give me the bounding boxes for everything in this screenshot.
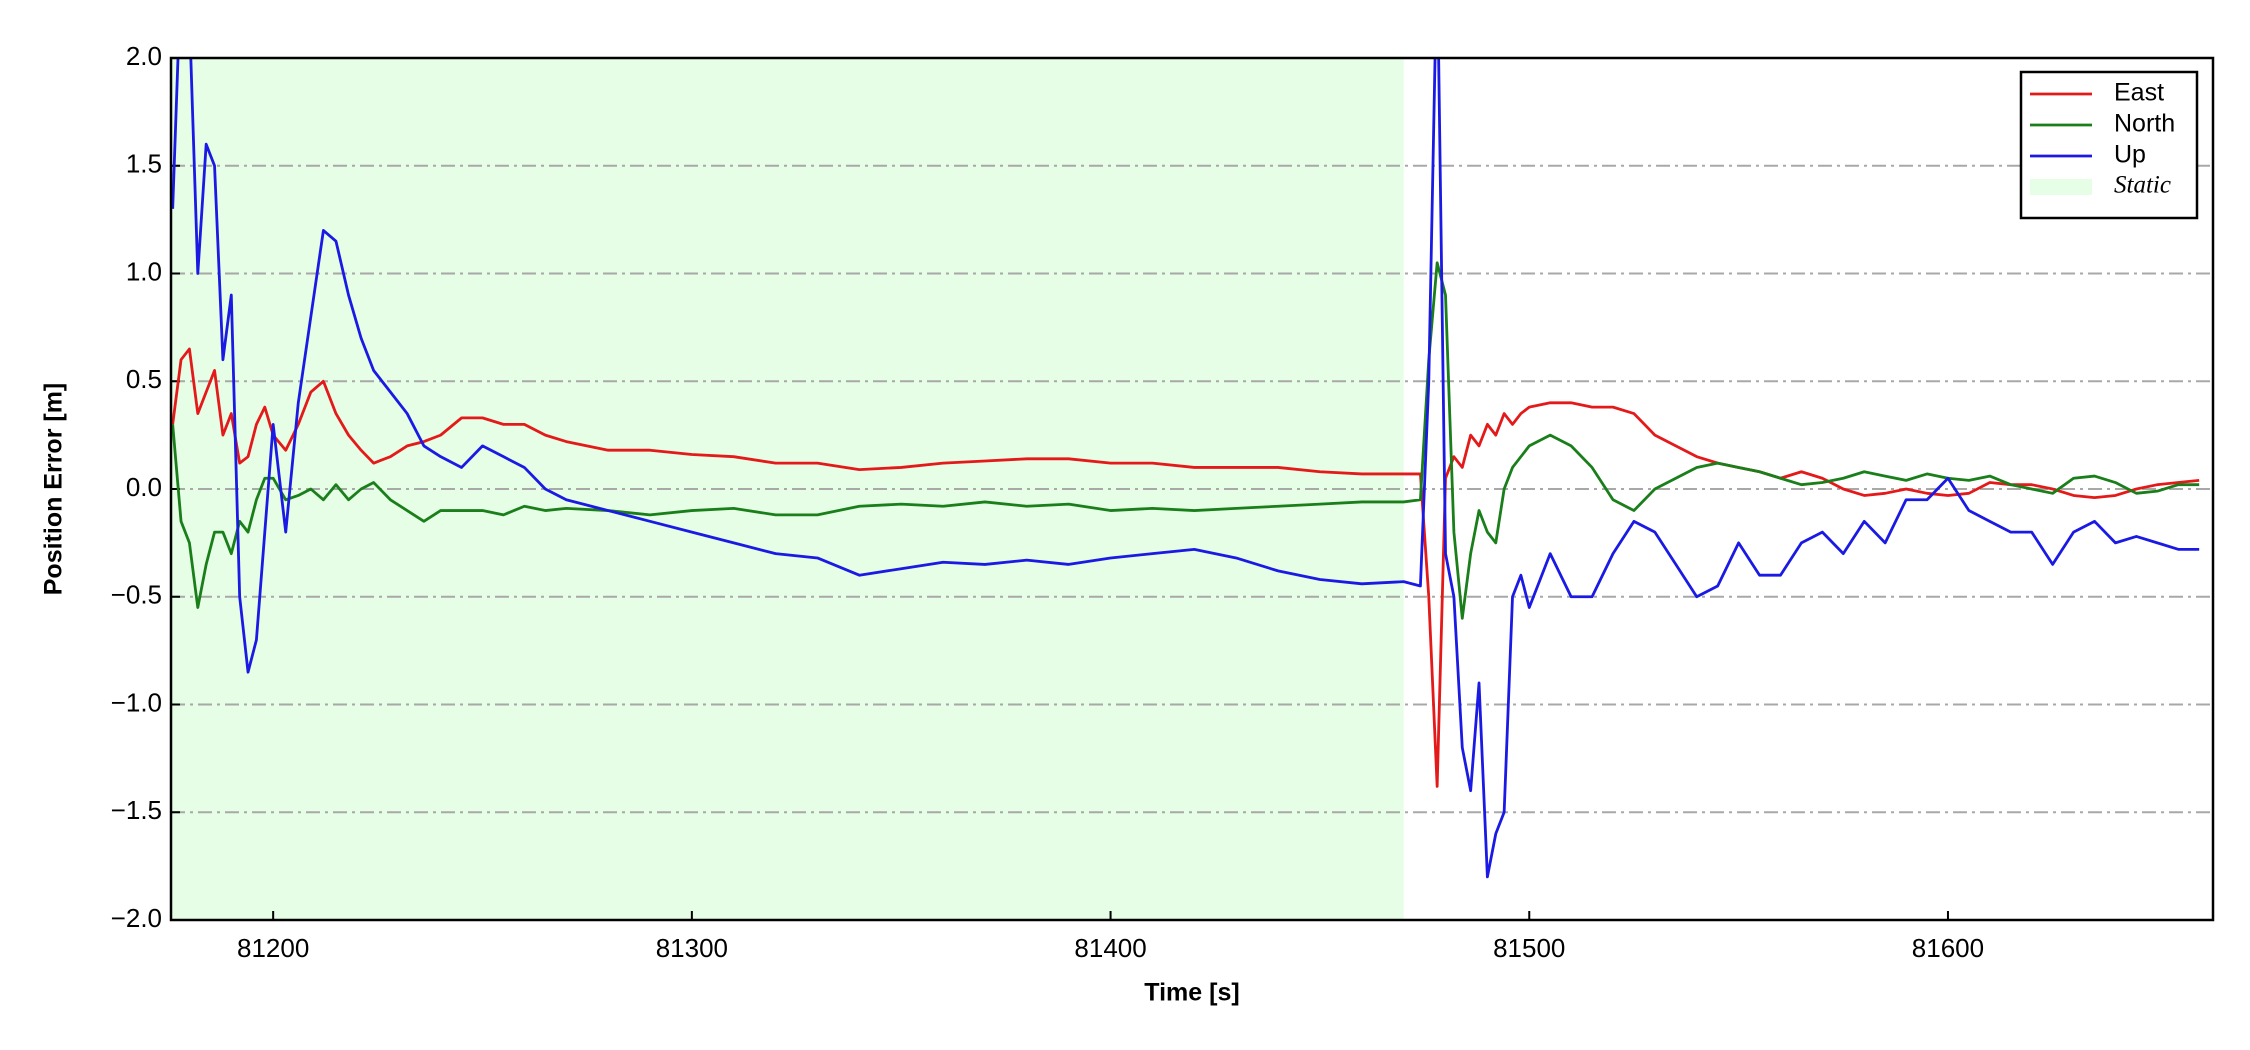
x-axis-label: Time [s]	[1144, 979, 1239, 1007]
legend-label: Up	[2114, 141, 2146, 169]
legend-label: East	[2114, 79, 2164, 107]
plot-frame	[169, 56, 2215, 922]
y-tick-label: 1.5	[126, 149, 162, 179]
x-tick-label: 81200	[237, 933, 309, 963]
x-tick-label: 81600	[1912, 933, 1984, 963]
y-tick-label: −1.0	[111, 687, 162, 717]
series-line	[171, 58, 2200, 879]
x-tick-label: 81400	[1074, 933, 1146, 963]
y-tick-label: −1.5	[111, 795, 162, 825]
series-line	[171, 347, 2200, 788]
legend-swatch	[2030, 179, 2092, 195]
y-tick-label: 0.0	[126, 472, 162, 502]
x-tick-label: 81500	[1493, 933, 1565, 963]
y-tick-label: 0.5	[126, 364, 162, 394]
y-tick-label: −2.0	[111, 903, 162, 933]
y-tick-label: 1.0	[126, 256, 162, 286]
y-tick-label: −0.5	[111, 580, 162, 610]
y-tick-label: 2.0	[126, 41, 162, 71]
plot-area	[171, 58, 2200, 879]
legend-label: North	[2114, 110, 2175, 138]
series-line	[171, 261, 2200, 620]
x-tick-label: 81300	[656, 933, 728, 963]
legend-label: Static	[2114, 172, 2171, 199]
y-axis-label: Position Error [m]	[40, 383, 68, 596]
